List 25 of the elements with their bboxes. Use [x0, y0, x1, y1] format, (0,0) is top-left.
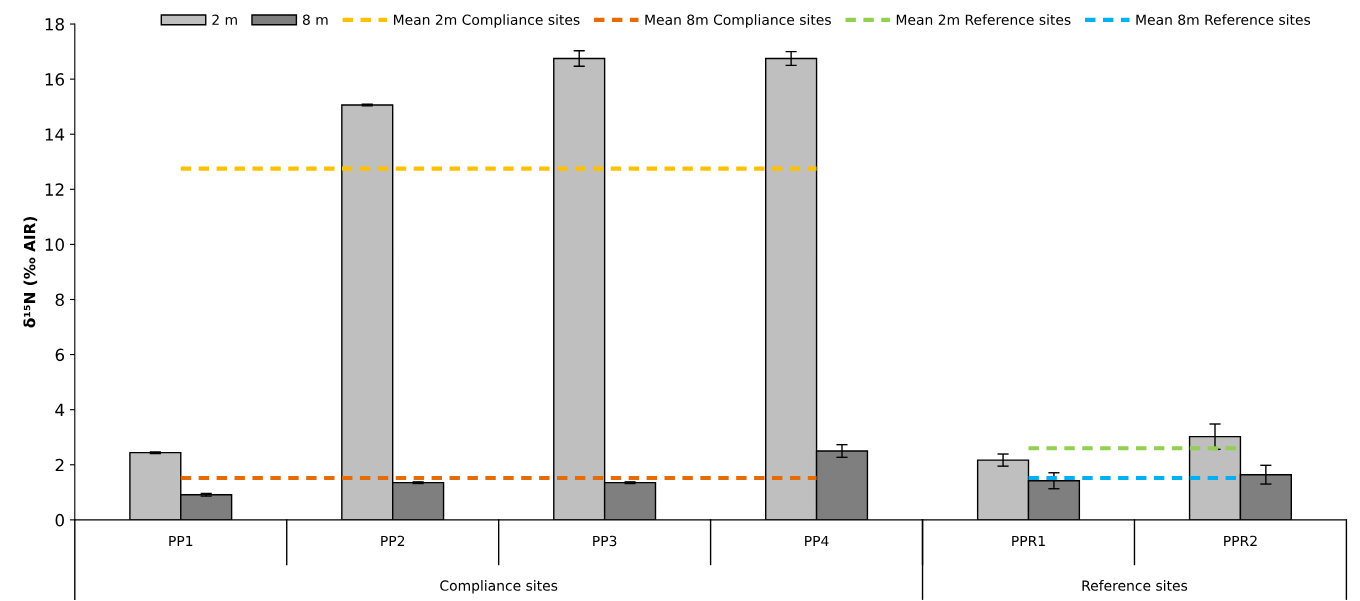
y-tick-label: 2	[55, 458, 64, 472]
legend-label: Mean 8m Reference sites	[1136, 14, 1311, 25]
y-tick-label: 18	[45, 18, 64, 31]
y-tick-label: 4	[55, 403, 65, 417]
x-tick-label: PP1	[169, 535, 193, 547]
legend-label: Mean 2m Reference sites	[896, 14, 1071, 25]
x-tick-label: PP2	[381, 535, 405, 547]
text: Compliance sites	[440, 580, 558, 594]
y-tick-label: 10	[45, 238, 64, 251]
y-tick-label: 8	[55, 293, 64, 307]
y-tick-label: 6	[55, 348, 65, 362]
y-tick-label: 12	[45, 183, 64, 196]
x-tick-label: PP4	[805, 535, 829, 547]
y-tick-label: 14	[45, 128, 65, 141]
y-axis-title: δ¹⁵N (‰ AIR)	[23, 216, 38, 328]
legend-label: Mean 8m Compliance sites	[645, 14, 831, 28]
legend-label: 2 m	[212, 14, 237, 25]
y-tick-label: 0	[55, 513, 64, 527]
x-tick-label: PP3	[593, 535, 617, 547]
legend-label: Mean 2m Compliance sites	[394, 14, 580, 28]
y-tick-label: 16	[45, 73, 65, 86]
text: Reference sites	[1082, 580, 1188, 591]
legend-label: 8 m	[302, 14, 328, 25]
x-tick-label: PPR2	[1224, 535, 1257, 547]
x-tick-label: PPR1	[1012, 535, 1045, 547]
